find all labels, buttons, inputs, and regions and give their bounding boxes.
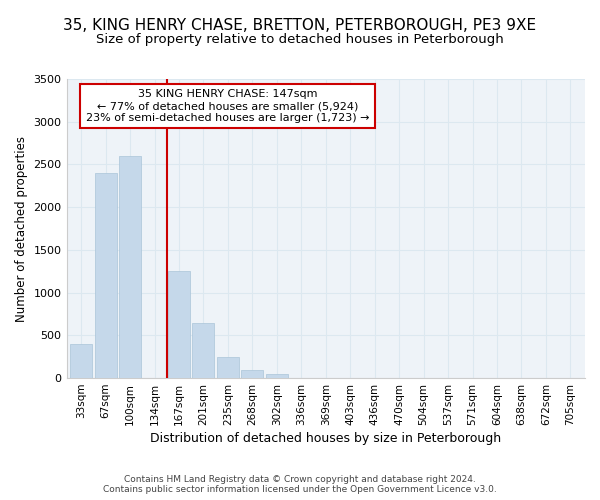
Y-axis label: Number of detached properties: Number of detached properties <box>15 136 28 322</box>
Bar <box>217 356 239 378</box>
Bar <box>266 374 288 378</box>
X-axis label: Distribution of detached houses by size in Peterborough: Distribution of detached houses by size … <box>150 432 502 445</box>
Bar <box>193 322 214 378</box>
Bar <box>168 272 190 378</box>
Bar <box>95 173 116 378</box>
Bar <box>70 344 92 378</box>
Text: 35, KING HENRY CHASE, BRETTON, PETERBOROUGH, PE3 9XE: 35, KING HENRY CHASE, BRETTON, PETERBORO… <box>64 18 536 32</box>
Text: Contains HM Land Registry data © Crown copyright and database right 2024.
Contai: Contains HM Land Registry data © Crown c… <box>103 474 497 494</box>
Text: 35 KING HENRY CHASE: 147sqm  
← 77% of detached houses are smaller (5,924)
23% o: 35 KING HENRY CHASE: 147sqm ← 77% of det… <box>86 90 369 122</box>
Bar <box>241 370 263 378</box>
Bar <box>119 156 141 378</box>
Text: Size of property relative to detached houses in Peterborough: Size of property relative to detached ho… <box>96 32 504 46</box>
